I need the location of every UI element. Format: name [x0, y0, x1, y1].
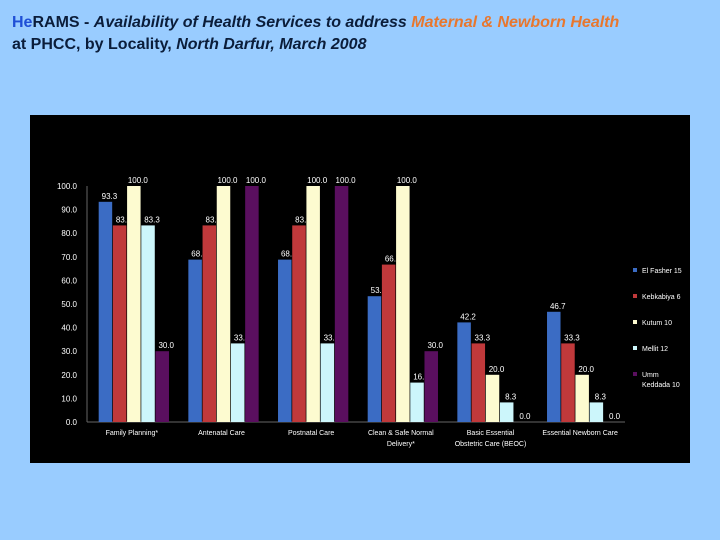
title-line2-plain: at PHCC, by Locality, [12, 36, 177, 53]
legend-swatch [633, 294, 637, 298]
bar [245, 186, 259, 422]
title-brand-rest: RAMS - [32, 14, 94, 31]
data-label: 33.3 [234, 333, 250, 342]
data-label: 100.0 [336, 176, 357, 185]
data-label: 68.8 [191, 250, 207, 259]
bar [457, 322, 471, 422]
y-tick-label: 80.0 [61, 229, 77, 238]
y-tick-label: 0.0 [66, 418, 78, 427]
bar [127, 186, 141, 422]
title-italic-part: Availability of Health Services to addre… [93, 14, 412, 31]
y-tick-label: 70.0 [61, 253, 77, 262]
bar [410, 382, 424, 422]
bar [155, 351, 169, 422]
legend-swatch [633, 346, 637, 350]
data-label: 33.3 [475, 333, 491, 342]
data-label: 0.0 [609, 412, 621, 421]
x-tick-label: Obstetric Care (BEOC) [455, 441, 527, 448]
data-label: 30.0 [427, 341, 443, 350]
data-label: 20.0 [489, 365, 505, 374]
legend-swatch [633, 320, 637, 324]
x-tick-label: Antenatal Care [198, 430, 245, 437]
y-tick-label: 90.0 [61, 206, 77, 215]
data-label: 8.3 [505, 392, 517, 401]
x-tick-label: Basic Essential [467, 430, 515, 437]
data-label: 100.0 [246, 176, 267, 185]
bar [471, 343, 486, 422]
data-label: 100.0 [397, 176, 418, 185]
y-tick-label: 60.0 [61, 276, 77, 285]
bar [141, 225, 155, 422]
x-tick-label: Postnatal Care [288, 430, 334, 437]
bar [575, 374, 589, 422]
legend-label: El Fasher 15 [642, 268, 682, 275]
data-label: 46.7 [550, 302, 566, 311]
bar [381, 264, 396, 422]
data-label: 93.3 [102, 192, 118, 201]
bar [334, 186, 349, 422]
bar [278, 259, 292, 422]
y-tick-label: 100.0 [57, 182, 78, 191]
legend-label: Mellit 12 [642, 346, 668, 353]
data-label: 33.3 [324, 333, 340, 342]
data-label: 100.0 [128, 176, 149, 185]
legend-swatch [633, 268, 637, 272]
x-tick-label: Delivery* [387, 441, 415, 448]
bar [98, 201, 113, 422]
legend-label: Umm [642, 372, 659, 379]
y-tick-label: 30.0 [61, 347, 77, 356]
bar [320, 343, 335, 422]
y-tick-label: 40.0 [61, 324, 77, 333]
bar [367, 296, 382, 422]
data-label: 20.0 [578, 365, 594, 374]
data-label: 42.2 [460, 312, 476, 321]
bar [306, 186, 320, 422]
x-tick-label: Clean & Safe Normal [368, 430, 434, 437]
bar [202, 225, 217, 422]
data-label: 8.3 [595, 392, 607, 401]
data-label: 33.3 [564, 333, 580, 342]
legend-label: Kebkabiya 6 [642, 294, 681, 301]
title-highlight: Maternal & Newborn Health [411, 14, 620, 31]
bar [485, 374, 500, 422]
data-label: 53.3 [371, 286, 387, 295]
data-label: 100.0 [217, 176, 238, 185]
bar [547, 311, 561, 422]
bar [589, 402, 604, 422]
bar [216, 186, 231, 422]
chart-panel: 0.0 10.0 20.0 30.0 40.0 50.0 60.0 70.0 80.0 90.0 1… [30, 115, 690, 463]
bar [188, 259, 202, 422]
title-line2-italic: North Darfur, March 2008 [176, 36, 367, 53]
bar [499, 402, 514, 422]
bar [230, 343, 245, 422]
bar [292, 225, 306, 422]
data-label: 83.3 [206, 215, 222, 224]
data-label: 16.7 [413, 373, 429, 382]
x-tick-label: Family Planning* [106, 430, 159, 437]
x-tick-label: Essential Newborn Care [542, 430, 618, 437]
legend-label: Keddada 10 [642, 382, 680, 389]
data-label: 0.0 [519, 412, 531, 421]
y-tick-label: 50.0 [61, 300, 77, 309]
bar-chart: 0.0 10.0 20.0 30.0 40.0 50.0 60.0 70.0 80.0 90.0 1… [57, 176, 682, 448]
y-tick-label: 10.0 [61, 394, 77, 403]
data-label: 68.8 [281, 250, 297, 259]
bar [396, 186, 410, 422]
bar [424, 351, 438, 422]
legend-label: Kutum 10 [642, 320, 672, 327]
bar [112, 225, 127, 422]
y-tick-label: 20.0 [61, 371, 77, 380]
data-label: 66.7 [385, 255, 401, 264]
title-brand-prefix: He [12, 14, 33, 31]
data-label: 83.3 [144, 215, 160, 224]
bar [561, 343, 575, 422]
data-label: 100.0 [307, 176, 328, 185]
slide-title: HeRAMS - Availability of Health Services… [12, 12, 712, 56]
data-label: 83.3 [116, 215, 132, 224]
data-label: 83.3 [295, 215, 311, 224]
legend-swatch [633, 372, 637, 376]
data-label: 30.0 [158, 341, 174, 350]
